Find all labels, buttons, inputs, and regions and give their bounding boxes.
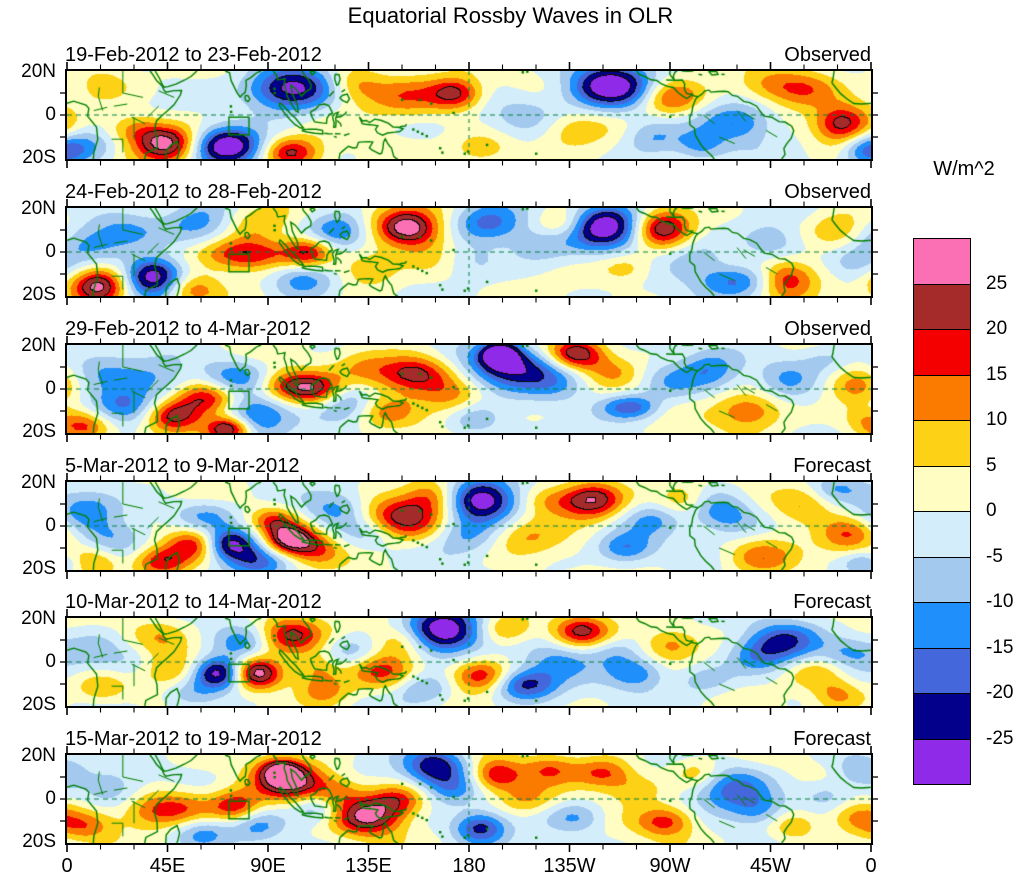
colorbar-tick-label: 25: [986, 272, 1008, 294]
panel-source-label: Forecast: [793, 591, 871, 613]
colorbar-segment: [913, 693, 971, 740]
panel-source-label: Forecast: [793, 728, 871, 750]
colorbar-segment: [913, 647, 971, 694]
contour-map-canvas: [67, 755, 871, 843]
x-axis-tick-label: 180: [452, 855, 486, 877]
x-axis-tick-label: 0: [865, 855, 877, 877]
colorbar-tick-label: -15: [986, 636, 1014, 658]
panel-date-range: 24-Feb-2012 to 28-Feb-2012: [65, 181, 322, 203]
panel-date-range: 29-Feb-2012 to 4-Mar-2012: [65, 318, 311, 340]
colorbar-segment: [913, 556, 971, 603]
panel-source-label: Observed: [784, 44, 871, 66]
x-axis-tick-label: 90W: [649, 855, 691, 877]
colorbar-segment: [913, 329, 971, 376]
panel-date-range: 5-Mar-2012 to 9-Mar-2012: [65, 455, 300, 477]
y-axis-label: 0: [45, 788, 56, 809]
y-axis-label: 0: [45, 515, 56, 536]
colorbar-tick-label: -25: [986, 727, 1014, 749]
y-axis-label: 20N: [21, 608, 56, 629]
y-axis-label: 20N: [21, 335, 56, 356]
contour-map-canvas: [67, 71, 871, 159]
x-axis-tick-label: 135W: [543, 855, 596, 877]
panel-source-label: Forecast: [793, 455, 871, 477]
colorbar-segment: [913, 238, 971, 285]
panel-header: 5-Mar-2012 to 9-Mar-2012 Forecast: [65, 455, 871, 479]
colorbar-tick-label: -5: [986, 545, 1003, 567]
colorbar-tick-label: -10: [986, 591, 1014, 612]
x-axis-tick-label: 135E: [345, 855, 392, 877]
panel-date-range: 15-Mar-2012 to 19-Mar-2012: [65, 728, 322, 750]
x-axis-tick-label: 0: [61, 855, 73, 877]
contour-map-panel: 10-Mar-2012 to 14-Mar-2012 Forecast: [60, 591, 878, 715]
colorbar-tick-label: 15: [986, 363, 1008, 385]
contour-map-panel: 15-Mar-2012 to 19-Mar-2012 Forecast: [60, 728, 878, 852]
panel-header: 19-Feb-2012 to 23-Feb-2012 Observed: [65, 44, 871, 68]
panel-source-label: Observed: [784, 181, 871, 203]
contour-map-panel: 29-Feb-2012 to 4-Mar-2012 Observed: [60, 318, 878, 442]
colorbar-segment: [913, 465, 971, 512]
figure-title: Equatorial Rossby Waves in OLR: [347, 3, 674, 28]
contour-map-canvas: [67, 482, 871, 570]
panel-header: 10-Mar-2012 to 14-Mar-2012 Forecast: [65, 591, 871, 615]
contour-map-panel: 19-Feb-2012 to 23-Feb-2012 Observed: [60, 44, 878, 168]
y-axis-label: 20S: [22, 147, 56, 168]
colorbar-tick-label: 20: [986, 318, 1008, 339]
y-axis-label: 20S: [22, 284, 56, 305]
y-axis-label: 20S: [22, 694, 56, 715]
y-axis-label: 20S: [22, 831, 56, 852]
colorbar-unit-label: W/m^2: [933, 158, 995, 180]
x-axis-tick-label: 45W: [749, 855, 792, 877]
contour-map-canvas: [67, 208, 871, 296]
y-axis-label: 0: [45, 378, 56, 399]
colorbar-segment: [913, 420, 971, 467]
colorbar-segment: [913, 738, 971, 785]
y-axis-label: 20N: [21, 61, 56, 82]
colorbar-tick-label: 5: [986, 454, 997, 476]
y-axis-label: 20N: [21, 198, 56, 219]
contour-map-panel: 24-Feb-2012 to 28-Feb-2012 Observed: [60, 181, 878, 305]
y-axis-label: 20S: [22, 421, 56, 442]
panel-date-range: 19-Feb-2012 to 23-Feb-2012: [65, 44, 322, 66]
x-axis-tick-label: 90E: [250, 855, 286, 877]
contour-map-canvas: [67, 618, 871, 706]
y-axis-label: 0: [45, 651, 56, 672]
panel-header: 29-Feb-2012 to 4-Mar-2012 Observed: [65, 318, 871, 342]
panel-date-range: 10-Mar-2012 to 14-Mar-2012: [65, 591, 322, 613]
panel-source-label: Observed: [784, 318, 871, 340]
x-axis-tick-label: 45E: [149, 855, 186, 877]
colorbar-segment: [913, 511, 971, 558]
contour-map-panel: 5-Mar-2012 to 9-Mar-2012 Forecast: [60, 455, 878, 579]
colorbar-tick-label: -20: [986, 682, 1014, 703]
colorbar-segment: [913, 374, 971, 421]
colorbar-segment: [913, 602, 971, 649]
y-axis-label: 20S: [22, 558, 56, 579]
y-axis-label: 0: [45, 104, 56, 125]
colorbar-tick-label: 0: [986, 500, 997, 521]
panel-header: 24-Feb-2012 to 28-Feb-2012 Observed: [65, 181, 871, 205]
colorbar-segment: [913, 283, 971, 330]
y-axis-label: 20N: [21, 472, 56, 493]
panel-header: 15-Mar-2012 to 19-Mar-2012 Forecast: [65, 728, 871, 752]
colorbar-tick-label: 10: [986, 409, 1008, 430]
y-axis-label: 20N: [21, 745, 56, 766]
y-axis-label: 0: [45, 241, 56, 262]
contour-map-canvas: [67, 345, 871, 433]
